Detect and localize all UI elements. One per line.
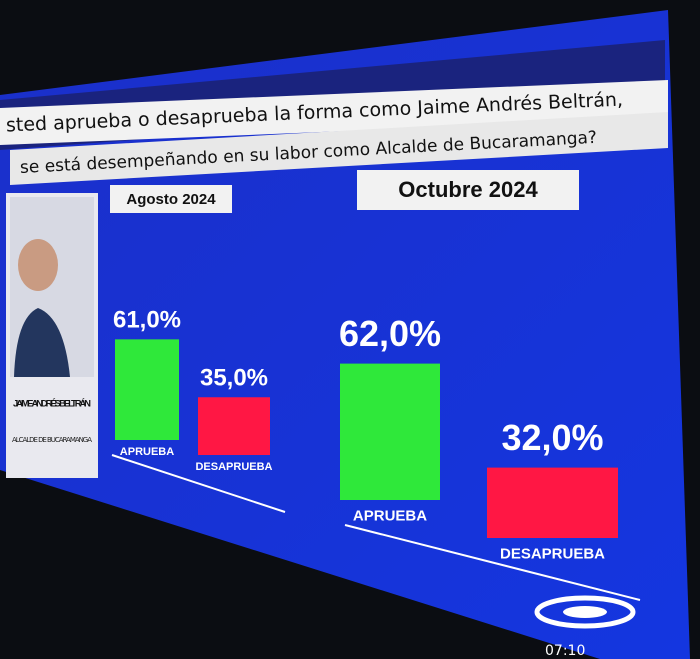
baseline-rule xyxy=(344,524,641,601)
bar xyxy=(340,363,440,500)
candidate-role: ALCALDE DE BUCARAMANGA xyxy=(12,436,92,444)
value-label: 35,0% xyxy=(200,365,268,392)
bar xyxy=(487,467,618,538)
value-label: 61,0% xyxy=(113,307,181,334)
panel-title: Octubre 2024 xyxy=(398,177,538,202)
charts: Agosto 2024 61,0% APRUEBA 35,0% DESAPRUEBA Oc… xyxy=(110,170,641,601)
question-box xyxy=(0,80,668,145)
portrait-head xyxy=(18,239,58,291)
category-label: APRUEBA xyxy=(120,446,174,458)
channel-logo xyxy=(534,595,636,629)
panel-title-box xyxy=(110,185,232,213)
value-label: 32,0% xyxy=(501,417,603,458)
category-label: DESAPRUEBA xyxy=(195,461,272,473)
panel-title: Agosto 2024 xyxy=(126,191,216,208)
category-label: APRUEBA xyxy=(353,507,427,524)
clock: 07:10 xyxy=(545,643,585,659)
baseline-rule xyxy=(111,454,286,513)
candidate-name: JAIME ANDRÉS BELTRÁN xyxy=(13,399,91,410)
bar xyxy=(198,397,270,455)
value-label: 62,0% xyxy=(339,313,441,354)
category-label: DESAPRUEBA xyxy=(500,545,605,562)
question-sub-box xyxy=(10,112,668,185)
portrait-body xyxy=(14,308,70,377)
channel-logo-core xyxy=(563,606,607,618)
bar xyxy=(115,339,179,440)
panel-title-box xyxy=(357,170,579,210)
